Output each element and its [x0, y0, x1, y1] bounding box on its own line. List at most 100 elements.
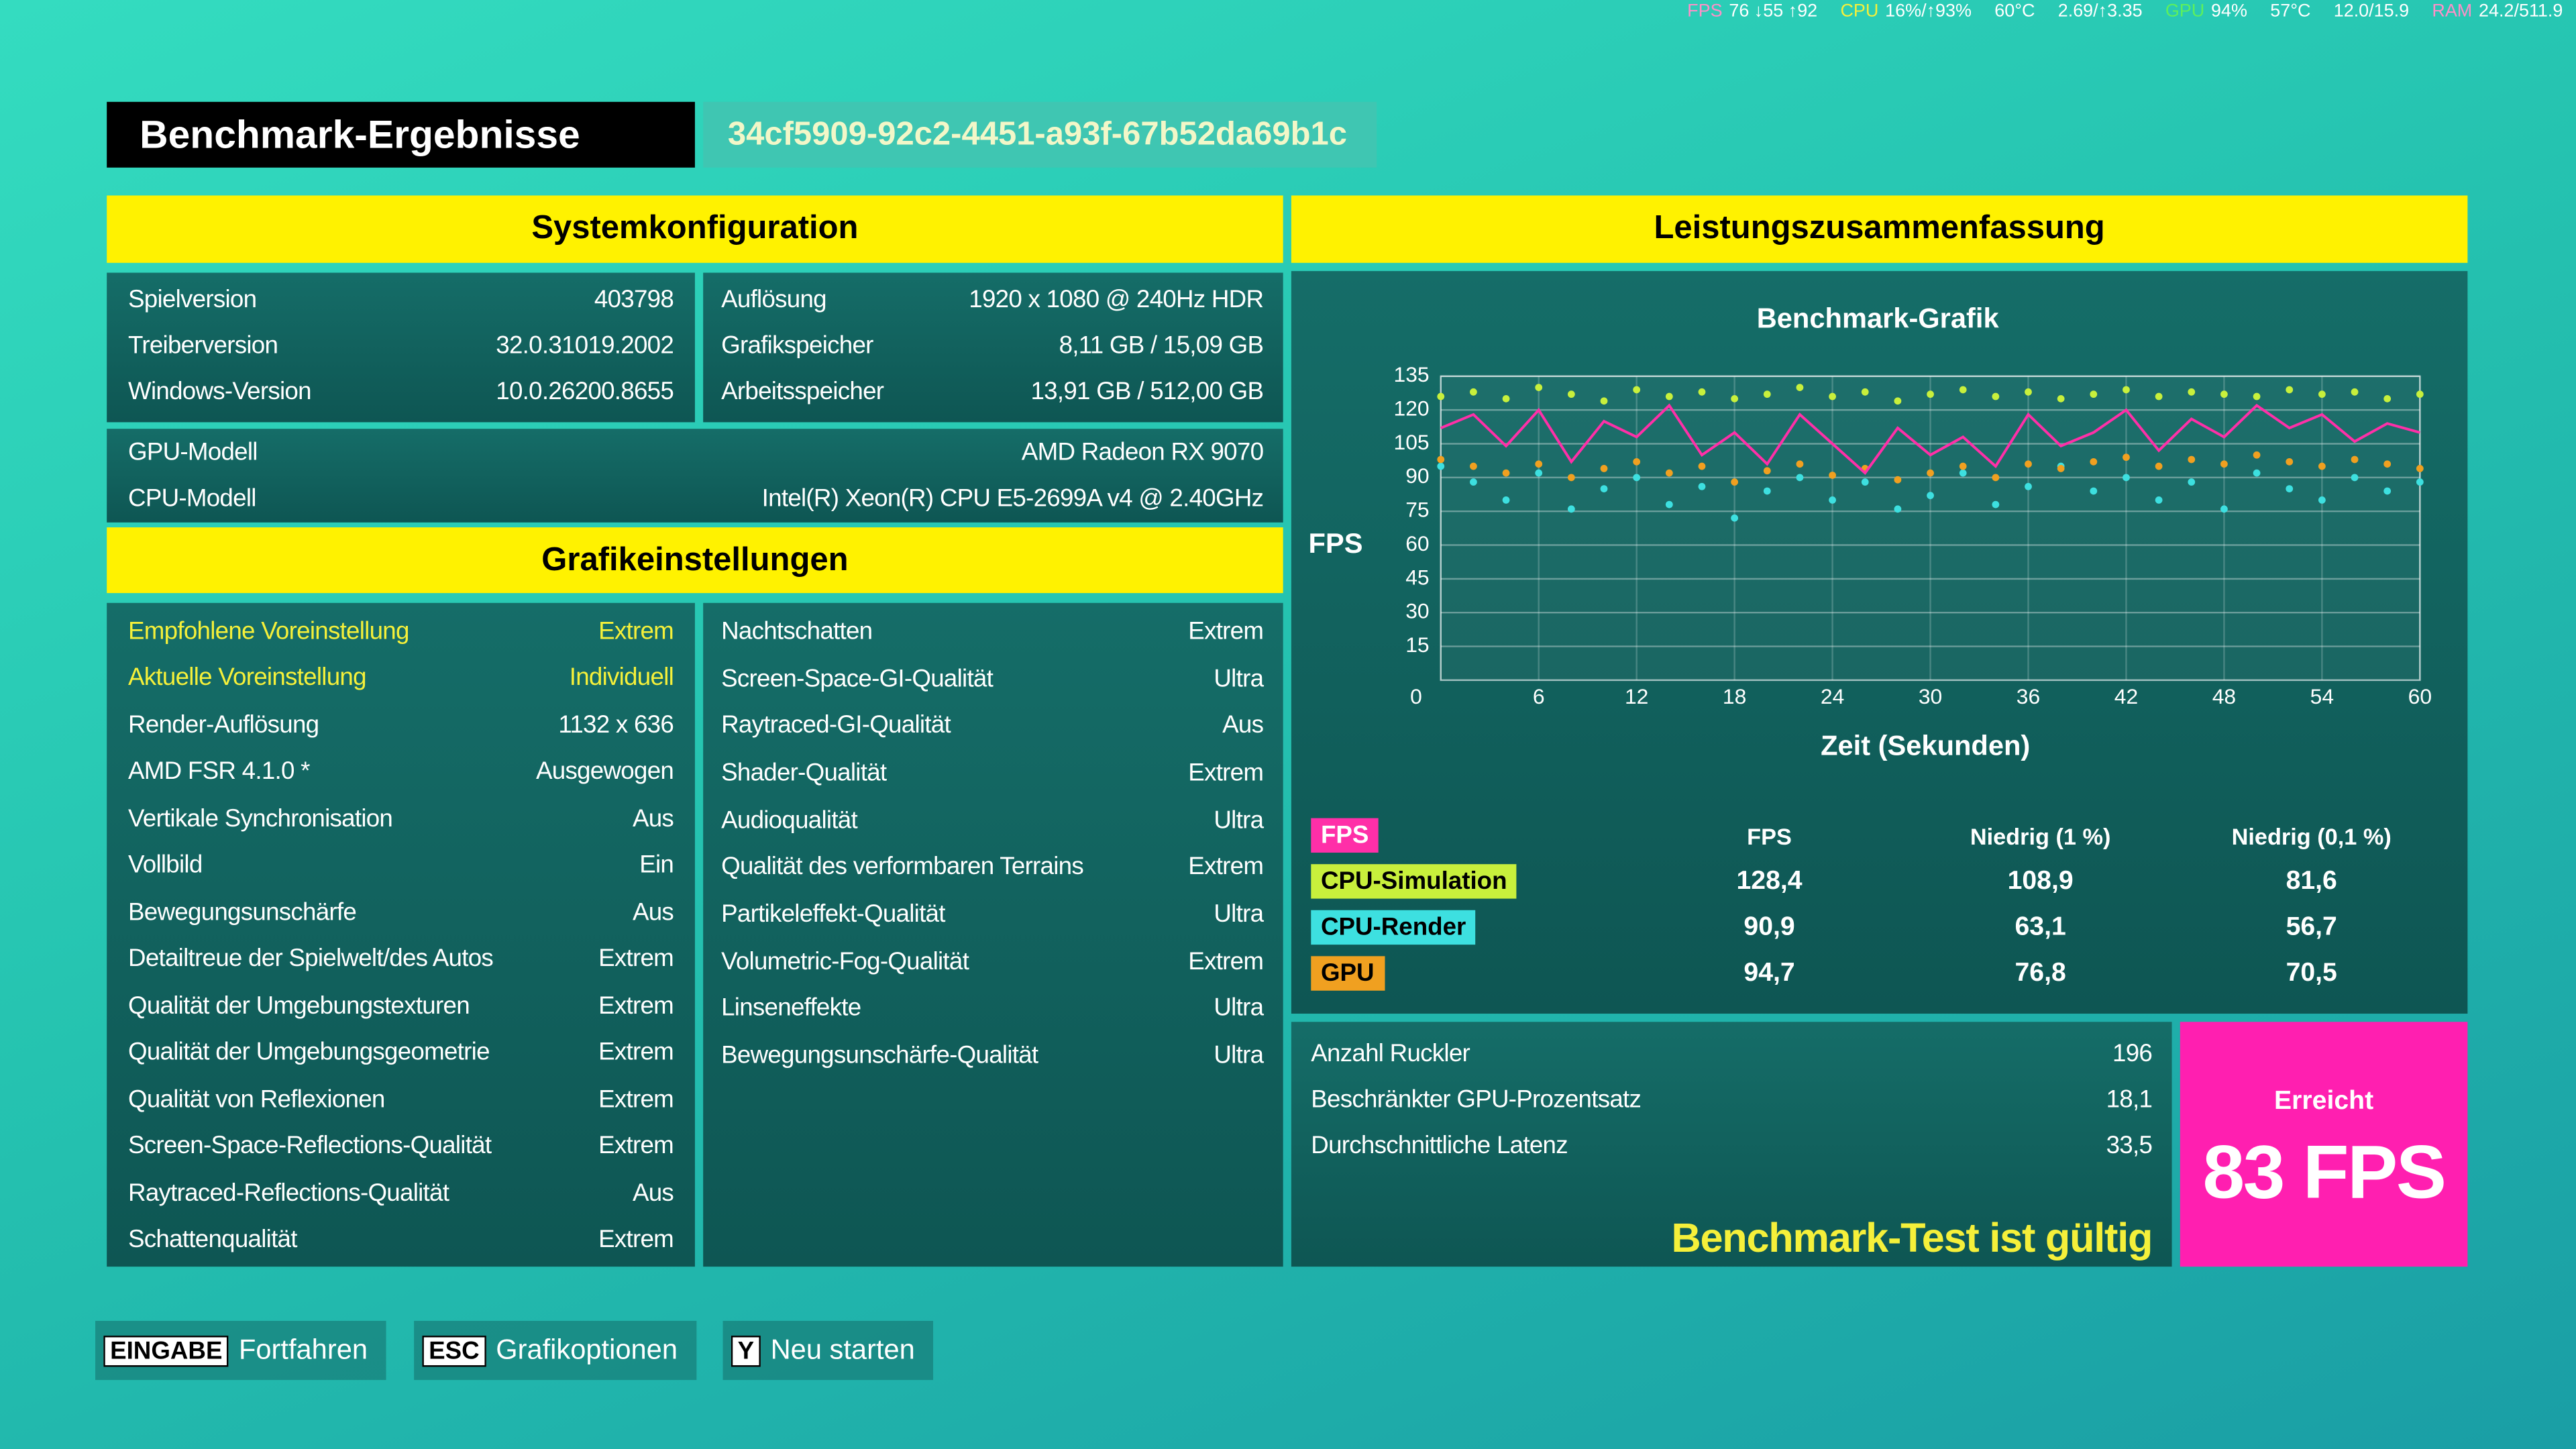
series-point [2220, 390, 2228, 398]
setting-value: Ultra [1214, 900, 1264, 928]
series-point [1535, 469, 1543, 477]
setting-label: Screen-Space-Reflections-Qualität [128, 1132, 492, 1161]
y-tick-label: 90 [1405, 464, 1429, 488]
series-line [1440, 403, 2420, 476]
series-point [1829, 496, 1836, 504]
series-point [2057, 465, 2065, 472]
series-point [2383, 487, 2392, 495]
setting-label: Vertikale Synchronisation [128, 804, 393, 833]
series-point [1698, 462, 1706, 470]
setting-label: Grafikspeicher [721, 331, 873, 360]
setting-label: Qualität von Reflexionen [128, 1085, 385, 1114]
series-point [2286, 386, 2294, 394]
button-label: Grafikoptionen [496, 1334, 678, 1366]
setting-value: Aus [632, 1179, 674, 1207]
legend-tag: CPU-Render [1311, 910, 1477, 945]
setting-value: Extrem [1188, 947, 1264, 975]
series-point [2090, 458, 2098, 466]
y-tick-label: 30 [1405, 599, 1429, 623]
series-point [2188, 455, 2196, 464]
series-point [1894, 397, 1902, 405]
series-point [2253, 392, 2261, 400]
series-point [1763, 487, 1771, 495]
setting-value: 33,5 [2106, 1132, 2153, 1160]
series-point [1665, 392, 1673, 400]
setting-label: Durchschnittliche Latenz [1311, 1132, 1568, 1160]
setting-value: 18,1 [2106, 1085, 2153, 1114]
footer-button[interactable]: ESC Grafikoptionen [414, 1320, 697, 1381]
series-point [1535, 384, 1543, 391]
series-point [1665, 500, 1673, 508]
footer-button[interactable]: Y Neu starten [722, 1320, 934, 1381]
setting-value: 8,11 GB / 15,09 GB [1059, 331, 1264, 360]
series-point [1992, 392, 2000, 400]
setting-value: AMD Radeon RX 9070 [1021, 438, 1264, 467]
series-point [2025, 388, 2032, 396]
series-point [2416, 465, 2424, 472]
series-point [2416, 478, 2424, 486]
section-header: Systemkonfiguration [107, 195, 1283, 263]
section-header: Leistungszusammenfassung [1291, 195, 2468, 263]
setting-value: Extrem [1188, 759, 1264, 788]
setting-label: Spielversion [128, 286, 257, 314]
x-tick-label: 54 [2310, 684, 2334, 708]
x-tick-label: 12 [1625, 684, 1648, 708]
series-point [1861, 388, 1869, 396]
series-point [1502, 394, 1510, 402]
overlay-value: 2.69/↑3.35 [2057, 1, 2143, 21]
series-point [2090, 390, 2098, 398]
achieved-box [2180, 1022, 2468, 1267]
setting-label: Vollbild [128, 851, 203, 879]
table-cell: 94,7 [1743, 959, 1795, 987]
series-point [2155, 462, 2163, 470]
series-point [2188, 478, 2196, 486]
setting-value: Extrem [598, 1225, 674, 1254]
y-tick-label: 120 [1394, 396, 1430, 421]
series-point [2383, 394, 2392, 402]
series-point [1600, 465, 1608, 472]
series-point [2090, 487, 2098, 495]
setting-label: Empfohlene Voreinstellung [128, 617, 409, 646]
series-point [2318, 390, 2326, 398]
setting-value: Aus [1222, 712, 1264, 740]
achieved-label: Erreicht [2274, 1087, 2374, 1116]
setting-label: Linseneffekte [721, 994, 861, 1023]
series-point [1567, 474, 1575, 482]
series-point [1731, 514, 1739, 522]
overlay-value: 94% [2211, 1, 2247, 21]
x-tick-label: 18 [1723, 684, 1746, 708]
setting-value: 10.0.26200.8655 [496, 378, 674, 406]
series-point [1796, 474, 1804, 482]
setting-label: Treiberversion [128, 331, 278, 360]
series-point [1829, 472, 1836, 479]
series-point [1633, 386, 1641, 394]
series-point [2057, 394, 2065, 402]
title-box [107, 101, 695, 168]
table-header: FPS [1747, 822, 1792, 850]
x-tick-label: 0 [1410, 684, 1422, 708]
setting-value: 1132 x 636 [558, 711, 674, 739]
setting-label: Bewegungsunschärfe-Qualität [721, 1041, 1038, 1070]
series-point [1959, 386, 1967, 394]
series-point [1829, 392, 1836, 400]
series-point [1502, 469, 1510, 477]
x-tick-label: 24 [1821, 684, 1844, 708]
overlay-item: GPU 94% [2165, 1, 2247, 21]
setting-label: GPU-Modell [128, 438, 258, 467]
setting-label: Qualität der Umgebungsgeometrie [128, 1038, 490, 1067]
overlay-label: CPU [1840, 1, 1879, 21]
key-cap: ESC [422, 1334, 486, 1366]
series-point [1437, 462, 1445, 470]
setting-label: Qualität der Umgebungstexturen [128, 991, 470, 1020]
overlay-label: RAM [2432, 1, 2473, 21]
setting-label: Bewegungsunschärfe [128, 898, 357, 926]
table-cell: 76,8 [2015, 959, 2066, 987]
series-point [1633, 474, 1641, 482]
series-point [2318, 496, 2326, 504]
footer-button[interactable]: EINGABE Fortfahren [95, 1320, 386, 1381]
series-point [1861, 478, 1869, 486]
series-point [1796, 384, 1804, 391]
series-point [2351, 474, 2359, 482]
overlay-item: 12.0/15.9 [2334, 1, 2409, 21]
